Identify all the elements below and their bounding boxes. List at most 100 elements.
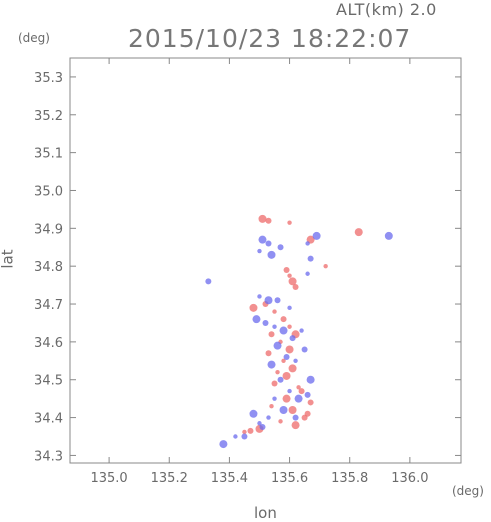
negative-data-point (267, 360, 276, 369)
positive-data-point (280, 316, 287, 323)
negative-data-point (257, 421, 262, 426)
negative-data-point (274, 297, 281, 304)
positive-data-point (282, 394, 291, 403)
positive-data-point (278, 419, 283, 424)
negative-data-point (312, 231, 321, 240)
negative-data-point (257, 294, 262, 299)
negative-data-point (262, 319, 269, 326)
negative-data-point (306, 375, 315, 384)
positive-data-point (298, 388, 305, 395)
positive-data-point (258, 214, 267, 223)
positive-data-point (296, 385, 301, 390)
positive-data-point (287, 273, 292, 278)
positive-data-point (288, 406, 297, 415)
negative-data-point (294, 394, 303, 403)
x-unit-label: (deg) (452, 484, 484, 498)
negative-data-point (283, 354, 290, 361)
positive-data-point (288, 364, 297, 373)
x-axis-label: lon (254, 504, 277, 522)
y-tick-label: 34.9 (34, 222, 63, 237)
y-unit-label: (deg) (18, 31, 50, 45)
negative-data-point (277, 376, 284, 383)
positive-data-point (323, 263, 328, 269)
negative-data-point (279, 326, 288, 335)
negative-data-point (305, 271, 310, 276)
negative-data-point (287, 388, 292, 394)
y-tick-label: 34.8 (34, 260, 63, 275)
negative-data-point (299, 328, 304, 333)
positive-data-point (249, 303, 258, 312)
positive-data-point (272, 309, 277, 314)
positive-data-point (291, 421, 300, 430)
y-tick-label: 34.6 (34, 336, 63, 351)
positive-data-point (288, 277, 297, 286)
negative-data-point (307, 255, 314, 262)
y-tick-label: 35.3 (34, 71, 63, 86)
positive-data-point (304, 410, 311, 417)
positive-data-point (354, 228, 363, 237)
x-tick-label: 135.8 (331, 471, 368, 486)
negative-data-point (279, 406, 288, 415)
negative-data-point (384, 231, 393, 240)
positive-data-point (283, 266, 290, 273)
negative-data-point (219, 440, 228, 449)
y-tick-label: 35.2 (34, 109, 63, 124)
y-tick-label: 35.1 (34, 147, 63, 162)
y-tick-label: 34.7 (34, 298, 63, 313)
y-tick-group: 34.3 34.4 34.5 34.6 34.7 34.8 34.9 35.0 35.1 35.2… (34, 71, 461, 464)
negative-data-point (258, 235, 267, 244)
data-points (205, 214, 393, 449)
negative-data-point (252, 315, 261, 324)
negative-data-point (241, 433, 248, 440)
positive-data-point (287, 220, 292, 225)
negative-data-point (305, 241, 310, 246)
negative-data-point (272, 324, 277, 329)
positive-data-point (271, 380, 278, 387)
y-tick-label: 34.5 (34, 374, 63, 389)
positive-data-point (242, 429, 247, 435)
negative-data-point (249, 409, 258, 418)
negative-data-point (233, 434, 238, 439)
negative-data-point (301, 346, 308, 353)
negative-data-point (277, 244, 284, 251)
positive-data-point (307, 399, 314, 406)
x-tick-label: 135.0 (90, 471, 127, 486)
negative-data-point (304, 391, 311, 398)
negative-data-point (272, 396, 277, 401)
negative-data-point (292, 414, 299, 421)
positive-data-point (285, 345, 294, 354)
altitude-label: ALT(km) 2.0 (336, 0, 437, 19)
x-tick-label: 136.0 (391, 471, 428, 486)
x-tick-label: 135.2 (151, 471, 188, 486)
x-tick-label: 135.6 (271, 471, 308, 486)
timestamp-title: 2015/10/23 18:22:07 (128, 24, 412, 53)
y-tick-label: 35.0 (34, 184, 63, 199)
negative-data-point (273, 341, 282, 350)
positive-data-point (265, 350, 272, 357)
negative-data-point (259, 424, 266, 431)
positive-data-point (265, 217, 272, 224)
y-tick-label: 34.4 (34, 412, 63, 427)
negative-data-point (293, 358, 298, 364)
negative-data-point (287, 305, 292, 311)
negative-data-point (267, 250, 276, 259)
negative-data-point (289, 335, 296, 342)
x-tick-label: 135.4 (211, 471, 248, 486)
x-tick-group: 135.0 135.2 135.4 135.6 135.8 136.0 (90, 58, 428, 486)
positive-data-point (268, 331, 275, 338)
positive-data-point (275, 369, 280, 375)
positive-data-point (269, 404, 274, 409)
positive-data-point (282, 371, 291, 380)
negative-data-point (265, 240, 272, 247)
negative-data-point (266, 415, 271, 420)
positive-data-point (281, 358, 286, 364)
negative-data-point (264, 296, 273, 305)
positive-data-point (287, 324, 292, 329)
y-tick-label: 34.3 (34, 449, 63, 464)
negative-data-point (257, 248, 262, 254)
positive-data-point (292, 283, 299, 290)
plot-frame (69, 57, 462, 464)
negative-data-point (205, 278, 212, 285)
positive-data-point (247, 427, 254, 434)
